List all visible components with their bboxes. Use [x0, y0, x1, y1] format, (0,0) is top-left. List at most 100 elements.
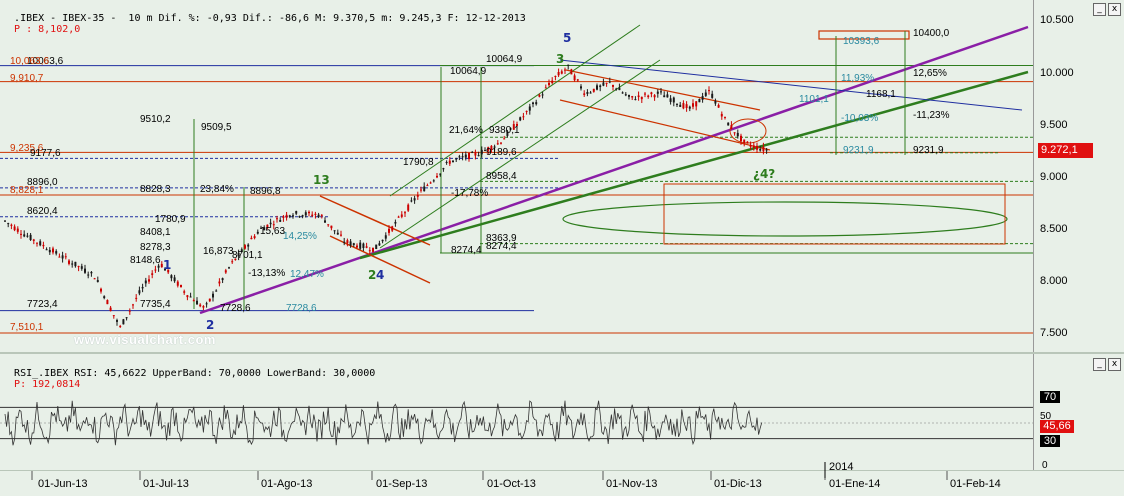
- candle-body: [484, 150, 486, 152]
- candle-body: [500, 142, 502, 144]
- ann-1313: -13,13%: [248, 268, 286, 279]
- candle-body: [228, 267, 230, 269]
- candle-body: [279, 219, 282, 222]
- candle-body: [637, 95, 640, 98]
- candle-body: [596, 85, 598, 90]
- ann-7510: 7,510,1: [10, 322, 44, 333]
- candle-body: [570, 69, 573, 75]
- candle-body: [720, 113, 723, 117]
- candle-body: [103, 296, 106, 299]
- candle-body: [320, 214, 323, 216]
- ann-c-1003: -10,03%: [841, 113, 879, 124]
- close-button[interactable]: x: [1108, 3, 1121, 16]
- ann-7735: 7735,4: [140, 299, 171, 310]
- candle-body: [612, 85, 614, 87]
- candle-body: [138, 290, 141, 294]
- candle-body: [308, 211, 310, 214]
- candle-body: [717, 104, 720, 108]
- rsi-current-badge: 45,66: [1040, 420, 1074, 433]
- candle-body: [20, 233, 22, 235]
- rsi-header-p: P: 192,0814: [14, 379, 81, 390]
- candle-body: [416, 195, 419, 197]
- candle-body: [548, 82, 550, 86]
- candle-body: [212, 293, 214, 298]
- date-tick-jul: 01-Jul-13: [143, 478, 189, 490]
- candle-body: [4, 220, 6, 222]
- rsi-close-button[interactable]: x: [1108, 358, 1121, 371]
- target-box: [663, 183, 1006, 245]
- rsi-tick-30: 30: [1040, 435, 1060, 447]
- candle-body: [525, 110, 528, 112]
- candle-body: [564, 69, 566, 71]
- candle-body: [410, 200, 413, 202]
- candle-body: [144, 280, 147, 284]
- price-tick-10500: 10.500: [1040, 14, 1074, 26]
- candle-body: [512, 124, 515, 130]
- candle-body: [80, 266, 83, 269]
- candle-body: [23, 234, 26, 237]
- candle-body: [173, 277, 176, 282]
- candle-body: [68, 260, 70, 264]
- candle-body: [557, 72, 560, 76]
- candle-body: [106, 300, 109, 305]
- candle-body: [336, 232, 339, 235]
- ann-c-1168: 1168,1: [866, 89, 896, 100]
- candle-body: [432, 180, 435, 182]
- candle-body: [397, 216, 400, 218]
- ann-8890: 8896,8: [250, 186, 281, 197]
- candle-body: [340, 234, 342, 236]
- candle-body: [682, 103, 685, 109]
- candle-body: [663, 95, 666, 98]
- rsi-minimize-button[interactable]: _: [1093, 358, 1106, 371]
- candle-body: [653, 95, 656, 98]
- candle-body: [317, 214, 320, 218]
- candle-body: [36, 242, 38, 244]
- blue-trendline: [559, 59, 1023, 111]
- candle-body: [250, 237, 253, 240]
- candle-body: [749, 145, 752, 147]
- candle-body: [519, 117, 522, 121]
- rsi-line: [4, 400, 763, 446]
- wave-label-13: 13: [313, 173, 330, 187]
- candle-body: [196, 300, 198, 305]
- candle-body: [282, 216, 285, 218]
- candle-body: [218, 281, 221, 284]
- date-tick-sep: 01-Sep-13: [376, 478, 428, 490]
- candle-body: [141, 287, 144, 289]
- candle-body: [394, 221, 397, 224]
- candle-body: [445, 162, 448, 164]
- candle-body: [656, 91, 659, 94]
- candle-body: [730, 125, 733, 129]
- candle-body: [516, 123, 518, 126]
- candle-body: [231, 261, 234, 263]
- candle-body: [183, 291, 186, 293]
- candle-body: [624, 94, 627, 96]
- wave-label-1: 1: [163, 258, 172, 272]
- candle-body: [724, 116, 726, 118]
- candle-body: [256, 231, 259, 234]
- candle-body: [676, 103, 678, 105]
- candle-body: [64, 256, 67, 258]
- candle-body: [330, 225, 333, 229]
- candle-body: [202, 306, 205, 308]
- rsi-panel[interactable]: [0, 352, 1124, 472]
- candle-body: [752, 145, 755, 148]
- candle-body: [640, 96, 643, 100]
- candle-body: [39, 241, 42, 246]
- candle-body: [116, 320, 118, 322]
- candle-body: [157, 265, 160, 268]
- minimize-button[interactable]: _: [1093, 3, 1106, 16]
- candle-body: [186, 295, 189, 298]
- ann-8828b: 8828,3: [140, 184, 171, 195]
- candle-body: [269, 222, 272, 225]
- green-channel-top: [389, 24, 641, 197]
- ann-c-10400: 10400,0: [913, 28, 950, 39]
- candle-body: [311, 214, 314, 216]
- candle-body: [298, 216, 301, 218]
- candle-body: [480, 149, 483, 155]
- candle-body: [61, 255, 64, 259]
- candle-body: [215, 290, 218, 292]
- candle-body: [528, 106, 531, 111]
- candle-body: [356, 245, 358, 248]
- candle-body: [551, 80, 554, 84]
